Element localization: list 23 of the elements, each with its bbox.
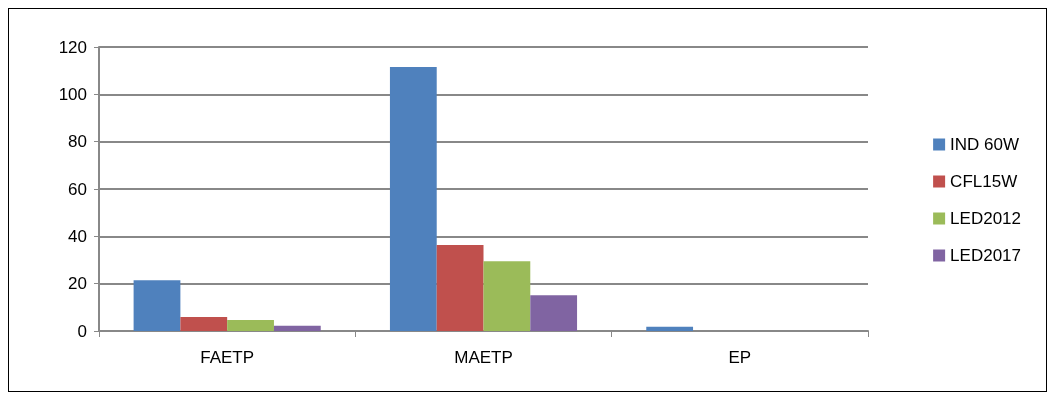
bar xyxy=(180,317,228,331)
x-tick-label: EP xyxy=(728,348,752,367)
y-tick-label: 20 xyxy=(68,274,87,294)
legend-label: LED2012 xyxy=(950,209,1021,228)
bar xyxy=(646,326,694,331)
y-tick-label: 100 xyxy=(58,84,87,104)
bar xyxy=(530,295,578,331)
y-tick-label: 120 xyxy=(58,37,87,57)
x-tick-label: MAETP xyxy=(454,348,513,367)
bar xyxy=(273,325,321,331)
y-tick-label: 0 xyxy=(77,321,87,341)
legend-label: LED2017 xyxy=(950,246,1021,265)
y-tick-label: 60 xyxy=(68,179,87,199)
bar xyxy=(436,245,484,331)
y-tick-label: 40 xyxy=(68,226,87,246)
bar xyxy=(483,261,531,331)
y-tick-label: 80 xyxy=(68,132,87,152)
bar xyxy=(133,280,181,331)
bar xyxy=(389,66,437,331)
legend-label: CFL15W xyxy=(950,172,1018,191)
x-tick-label: FAETP xyxy=(200,348,255,367)
legend-label: IND 60W xyxy=(950,135,1020,154)
bar xyxy=(227,320,274,331)
